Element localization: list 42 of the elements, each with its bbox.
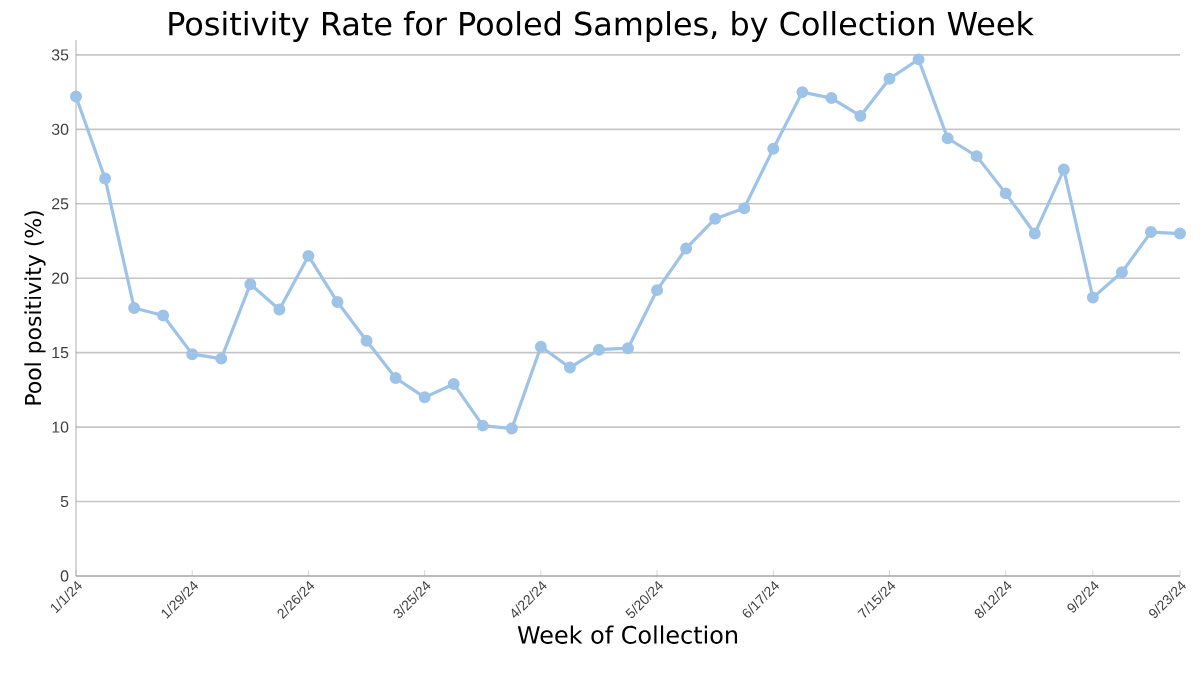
point — [331, 296, 344, 309]
point — [592, 343, 605, 356]
point — [128, 302, 141, 314]
point — [244, 278, 257, 291]
point — [709, 212, 722, 225]
point — [1144, 226, 1157, 239]
point — [418, 391, 431, 404]
point — [1174, 227, 1187, 240]
point — [1057, 163, 1070, 176]
point — [796, 86, 809, 99]
point — [941, 132, 954, 145]
point — [505, 422, 518, 435]
point — [680, 242, 693, 255]
point — [302, 249, 315, 262]
point — [854, 109, 867, 122]
point — [912, 53, 925, 66]
point — [1086, 291, 1099, 304]
point — [273, 303, 286, 316]
point — [360, 334, 373, 347]
point — [738, 202, 751, 215]
point — [70, 90, 82, 103]
point — [999, 187, 1012, 200]
point — [883, 72, 896, 85]
point — [534, 340, 547, 353]
point — [186, 348, 199, 361]
point — [447, 377, 460, 390]
point — [825, 92, 838, 105]
point — [476, 419, 489, 432]
point — [215, 352, 228, 365]
point — [1115, 266, 1128, 279]
point — [389, 371, 402, 384]
point — [767, 142, 780, 155]
point — [1028, 227, 1041, 240]
point — [99, 172, 112, 185]
point — [651, 284, 664, 297]
y-axis-title: Pool positivity (%) — [24, 211, 46, 405]
point — [622, 342, 634, 355]
chart-title: Positivity Rate for Pooled Samples, by Collection Week — [169, 11, 1034, 42]
point — [563, 361, 576, 374]
point — [970, 150, 983, 163]
point — [157, 309, 170, 322]
x-axis-title: Week of Collection — [517, 625, 737, 644]
